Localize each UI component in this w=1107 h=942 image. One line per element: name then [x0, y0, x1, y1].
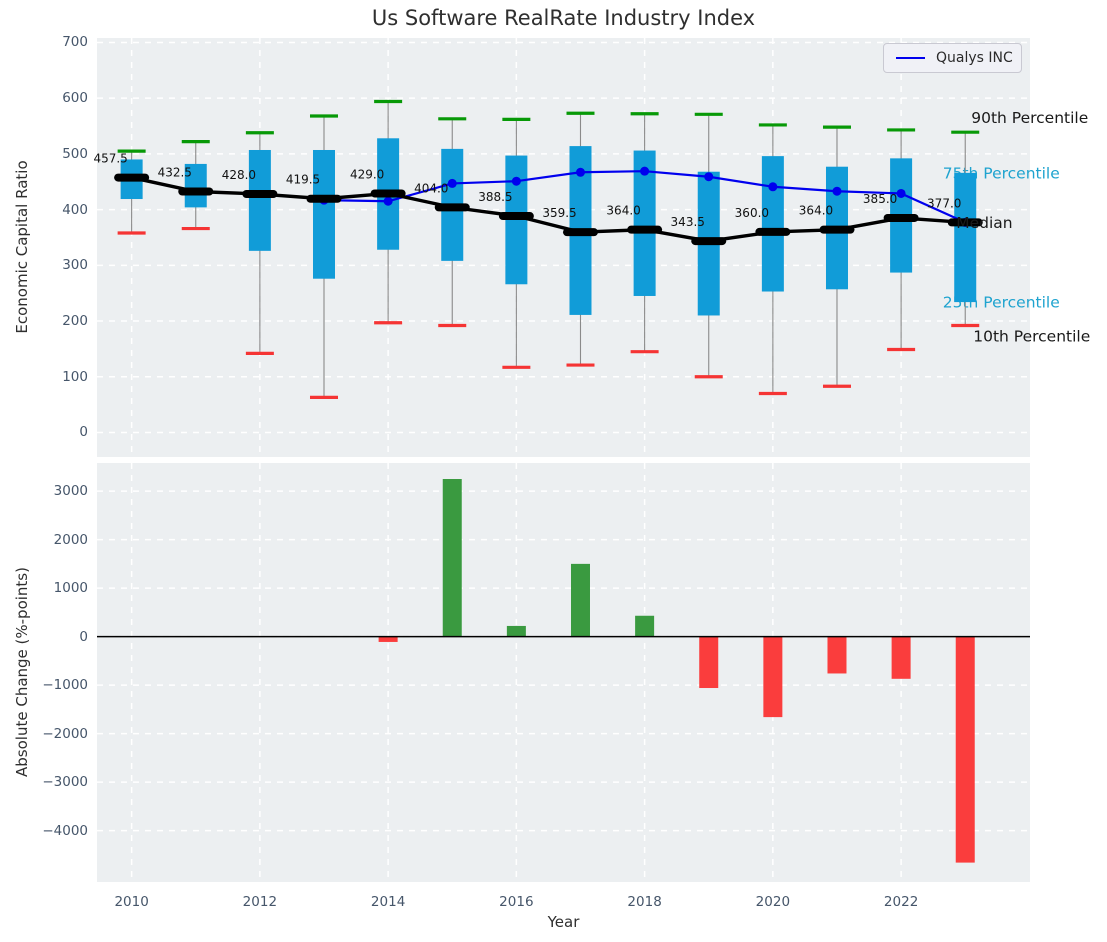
xtick-2016: 2016	[499, 893, 533, 911]
median-value-2012: 428.0	[222, 168, 256, 182]
bottom-chart-bars	[97, 463, 1030, 882]
qualys-point-2020	[768, 182, 777, 191]
bottom-ytick-1000: 1000	[0, 579, 88, 597]
xtick-2022: 2022	[884, 893, 918, 911]
median-value-2016: 388.5	[478, 190, 512, 204]
bottom-ytick--1000: −1000	[0, 676, 88, 694]
median-value-2011: 432.5	[158, 166, 192, 180]
bar-2022	[892, 637, 911, 679]
median-value-2017: 359.5	[542, 206, 576, 220]
xtick-2020: 2020	[756, 893, 790, 911]
top-ytick-600: 600	[0, 89, 88, 107]
top-y-axis-label: Economic Capital Ratio	[13, 160, 31, 333]
xtick-2010: 2010	[114, 893, 148, 911]
top-chart-boxplot: 75th Percentile25th Percentile457.5432.5…	[97, 38, 1030, 457]
box-2013	[313, 150, 335, 279]
bar-2014	[379, 637, 398, 642]
bar-2020	[763, 637, 782, 718]
qualys-point-2015	[448, 179, 457, 188]
median-value-2015: 404.0	[414, 181, 448, 195]
median-value-2023: 377.0	[927, 196, 961, 210]
qualys-point-2014	[384, 197, 393, 206]
p10-percentile-label: 10th Percentile	[973, 328, 1090, 346]
qualys-point-2019	[704, 172, 713, 181]
bottom-ytick--3000: −3000	[0, 773, 88, 791]
legend-label: Qualys INC	[936, 50, 1013, 66]
bottom-ytick-3000: 3000	[0, 482, 88, 500]
top-ytick-100: 100	[0, 368, 88, 386]
box-2023	[954, 173, 976, 302]
box-2012	[249, 150, 271, 251]
box-2020	[762, 156, 784, 291]
median-value-2020: 360.0	[735, 206, 769, 220]
legend: Qualys INC	[883, 43, 1022, 73]
bar-2016	[507, 626, 526, 637]
bar-2021	[827, 637, 846, 674]
median-value-2018: 364.0	[606, 204, 640, 218]
median-value-2014: 429.0	[350, 167, 384, 181]
top-ytick-700: 700	[0, 33, 88, 51]
chart-title: Us Software RealRate Industry Index	[97, 6, 1030, 30]
bar-2018	[635, 616, 654, 637]
bar-2015	[443, 479, 462, 637]
median-annotation-label: Median	[956, 214, 1012, 232]
median-value-2022: 385.0	[863, 192, 897, 206]
xtick-2018: 2018	[627, 893, 661, 911]
bottom-y-axis-label: Absolute Change (%-points)	[13, 567, 31, 777]
qualys-point-2021	[832, 187, 841, 196]
median-value-2013: 419.5	[286, 173, 320, 187]
bottom-ytick-2000: 2000	[0, 531, 88, 549]
bottom-ytick--4000: −4000	[0, 822, 88, 840]
median-value-2019: 343.5	[671, 215, 705, 229]
legend-line-icon	[896, 57, 925, 59]
qualys-point-2017	[576, 168, 585, 177]
top-ytick-200: 200	[0, 312, 88, 330]
x-axis-label: Year	[97, 913, 1030, 931]
top-ytick-300: 300	[0, 256, 88, 274]
bottom-ytick--2000: −2000	[0, 725, 88, 743]
p90-percentile-label: 90th Percentile	[971, 109, 1088, 127]
top-ytick-0: 0	[0, 423, 88, 441]
bar-2023	[956, 637, 975, 863]
xtick-2012: 2012	[243, 893, 277, 911]
bar-2019	[699, 637, 718, 688]
qualys-point-2018	[640, 167, 649, 176]
top-ytick-500: 500	[0, 145, 88, 163]
top-ytick-400: 400	[0, 201, 88, 219]
median-value-2021: 364.0	[799, 204, 833, 218]
bottom-ytick-0: 0	[0, 628, 88, 646]
qualys-point-2016	[512, 177, 521, 186]
qualys-point-2022	[897, 189, 906, 198]
bar-2017	[571, 564, 590, 637]
xtick-2014: 2014	[371, 893, 405, 911]
median-value-2010: 457.5	[93, 152, 127, 166]
figure: Us Software RealRate Industry Index 75th…	[0, 0, 1107, 942]
